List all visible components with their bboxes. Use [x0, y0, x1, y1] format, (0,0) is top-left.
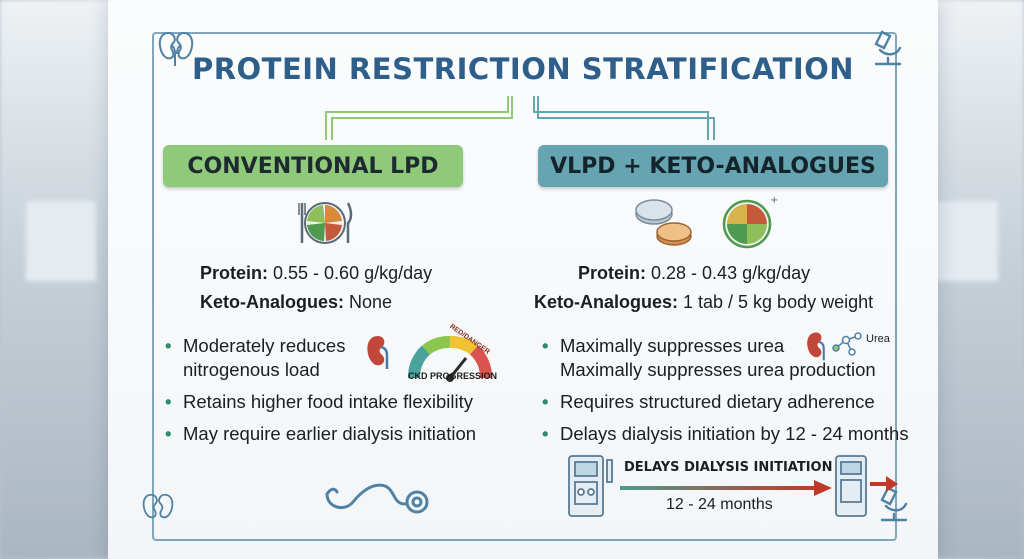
left-protein-value: 0.55 - 0.60 g/kg/day — [268, 263, 433, 283]
kidney-icon — [367, 336, 389, 369]
list-item: May require earlier dialysis initiation — [163, 422, 476, 446]
left-keto-value: None — [344, 292, 393, 312]
list-item: Moderately reduces — [163, 334, 476, 358]
right-bullet-list: Maximally suppresses urea Maximally supp… — [540, 334, 909, 446]
plate-icon: + — [722, 195, 778, 249]
left-protein-label: Protein: — [200, 263, 269, 283]
right-keto-value: 1 tab / 5 kg body weight — [678, 292, 874, 312]
background-left — [0, 0, 120, 559]
list-item: Delays dialysis initiation by 12 - 24 mo… — [540, 422, 909, 446]
dialysis-machine-icon — [835, 455, 898, 517]
list-item-continuation: nitrogenous load — [183, 359, 320, 380]
kidney-icon — [158, 31, 194, 66]
gauge-label: CKD PROGRESSION — [408, 371, 498, 381]
plate-icon — [298, 202, 353, 244]
vlpd-keto-header: VLPD + KETO-ANALOGUES — [538, 145, 888, 187]
frame-border — [152, 32, 897, 541]
dialysis-months: 12 - 24 months — [666, 496, 773, 513]
svg-text:+: + — [770, 195, 778, 206]
arrow-icon — [620, 480, 832, 496]
microscope-icon — [874, 30, 902, 66]
connector-lines — [325, 96, 715, 140]
left-keto-label: Keto-Analogues: — [200, 292, 344, 312]
gauge-icon — [408, 336, 492, 382]
list-item: Retains higher food intake flexibility — [163, 390, 476, 414]
right-protein-label: Protein: — [578, 263, 647, 283]
right-protein-line: Protein: 0.28 - 0.43 g/kg/day — [578, 263, 810, 284]
right-keto-line: Keto-Analogues: 1 tab / 5 kg body weight — [534, 292, 873, 313]
left-protein-line: Protein: 0.55 - 0.60 g/kg/day — [200, 263, 432, 284]
dialysis-machine-icon — [568, 455, 613, 517]
pills-icon — [635, 199, 692, 246]
infographic-panel: PROTEIN RESTRICTION STRATIFICATION CONVE… — [108, 0, 938, 559]
right-protein-value: 0.28 - 0.43 g/kg/day — [646, 263, 811, 283]
list-item-continuation: Maximally suppresses urea production — [560, 359, 876, 380]
left-keto-line: Keto-Analogues: None — [200, 292, 392, 313]
microscope-icon — [880, 486, 908, 522]
left-bullet-list: Moderately reduces nitrogenous load Reta… — [163, 334, 476, 446]
conventional-lpd-header: CONVENTIONAL LPD — [163, 145, 463, 187]
right-keto-label: Keto-Analogues: — [534, 292, 678, 312]
list-item: Requires structured dietary adherence — [540, 390, 909, 414]
molecule-icon — [832, 332, 862, 356]
kidney-icon — [142, 493, 174, 519]
urea-label: Urea — [866, 333, 890, 345]
page-title: PROTEIN RESTRICTION STRATIFICATION — [191, 52, 855, 86]
kidney-icon — [807, 332, 825, 361]
stethoscope-icon — [325, 483, 429, 514]
list-item: Maximally suppresses urea — [540, 334, 909, 358]
dialysis-title: DELAYS DIALYSIS INITIATION — [624, 460, 833, 475]
